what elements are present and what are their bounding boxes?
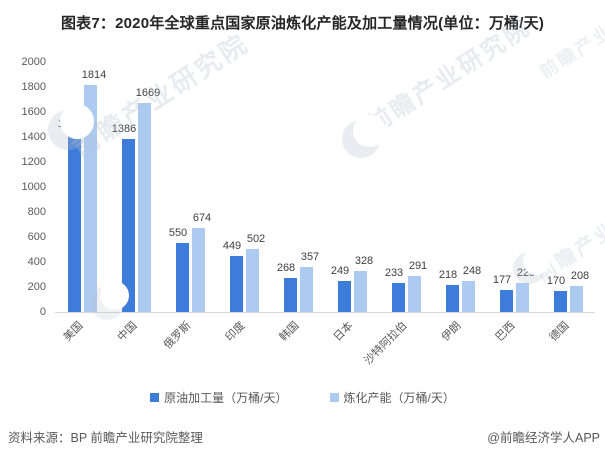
value-label: 502: [246, 233, 266, 245]
value-label: 291: [408, 260, 428, 272]
value-label: 550: [168, 227, 188, 239]
y-axis-tick-label: 1800: [21, 81, 46, 93]
value-label: 177: [492, 274, 512, 286]
bar-refining-capacity-6: [407, 276, 421, 312]
bar-crude-processing-1: [121, 139, 135, 312]
legend: 原油加工量（万桶/天） 炼化产能（万桶/天）: [0, 389, 605, 406]
y-axis-tick-label: 0: [39, 306, 46, 318]
y-axis-tick-label: 200: [27, 281, 46, 293]
bar-refining-capacity-2: [191, 228, 205, 312]
legend-swatch-crude-processing-icon: [150, 393, 160, 402]
value-label: 1421: [57, 118, 83, 130]
value-label: 248: [462, 265, 482, 277]
y-axis-tick-label: 2000: [21, 56, 46, 68]
bar-refining-capacity-0: [83, 85, 97, 312]
bar-crude-processing-5: [337, 281, 351, 312]
y-axis-tick-label: 400: [27, 256, 46, 268]
value-label: 249: [330, 265, 350, 277]
value-label: 1814: [81, 69, 107, 81]
value-label: 233: [384, 267, 404, 279]
bar-crude-processing-9: [553, 291, 567, 312]
value-label: 229: [516, 267, 536, 279]
value-label: 208: [570, 270, 590, 282]
bar-crude-processing-0: [67, 134, 81, 312]
value-label: 1386: [111, 123, 137, 135]
legend-swatch-refining-capacity-icon: [329, 393, 339, 402]
bar-crude-processing-6: [391, 283, 405, 312]
bar-refining-capacity-5: [353, 271, 367, 312]
y-axis-tick-label: 1400: [21, 131, 46, 143]
bar-refining-capacity-8: [515, 283, 529, 312]
value-label: 1669: [135, 87, 161, 99]
bar-crude-processing-7: [445, 285, 459, 312]
legend-item-crude-processing: 原油加工量（万桶/天）: [150, 389, 288, 406]
data-source-text: 资料来源：BP 前瞻产业研究院整理: [8, 431, 203, 445]
value-label: 268: [276, 262, 296, 274]
y-axis-tick-label: 800: [27, 206, 46, 218]
bar-crude-processing-8: [499, 290, 513, 312]
credit-text: @前瞻经济学人APP: [487, 431, 600, 445]
plot-area: 1421 1814 美国 1386 1669 中国 550 674 俄罗斯 449 502 印度 268…: [55, 62, 595, 367]
y-axis-tick-label: 1200: [21, 156, 46, 168]
value-label: 328: [354, 255, 374, 267]
bar-crude-processing-2: [175, 243, 189, 312]
bar-refining-capacity-7: [461, 281, 475, 312]
bar-crude-processing-3: [229, 256, 243, 312]
value-label: 218: [438, 269, 458, 281]
footer: 资料来源：BP 前瞻产业研究院整理 @前瞻经济学人APP: [8, 427, 600, 446]
chart-area: 1421 1814 美国 1386 1669 中国 550 674 俄罗斯 449 502 印度 268…: [0, 48, 605, 386]
bar-refining-capacity-1: [137, 103, 151, 312]
chart-title: 图表7：2020年全球重点国家原油炼化产能及加工量情况(单位：万桶/天): [60, 15, 545, 32]
bar-refining-capacity-4: [299, 267, 313, 312]
value-label: 674: [192, 212, 212, 224]
bar-crude-processing-4: [283, 278, 297, 312]
y-axis-tick-label: 600: [27, 231, 46, 243]
bar-refining-capacity-9: [569, 286, 583, 312]
y-axis-tick-label: 1600: [21, 106, 46, 118]
value-label: 170: [546, 275, 566, 287]
bar-refining-capacity-3: [245, 249, 259, 312]
y-axis-tick-label: 1000: [21, 181, 46, 193]
legend-label-crude-processing: 原油加工量（万桶/天）: [164, 391, 288, 405]
legend-label-refining-capacity: 炼化产能（万桶/天）: [343, 391, 455, 405]
value-label: 449: [222, 240, 242, 252]
legend-item-refining-capacity: 炼化产能（万桶/天）: [329, 389, 455, 406]
value-label: 357: [300, 251, 320, 263]
